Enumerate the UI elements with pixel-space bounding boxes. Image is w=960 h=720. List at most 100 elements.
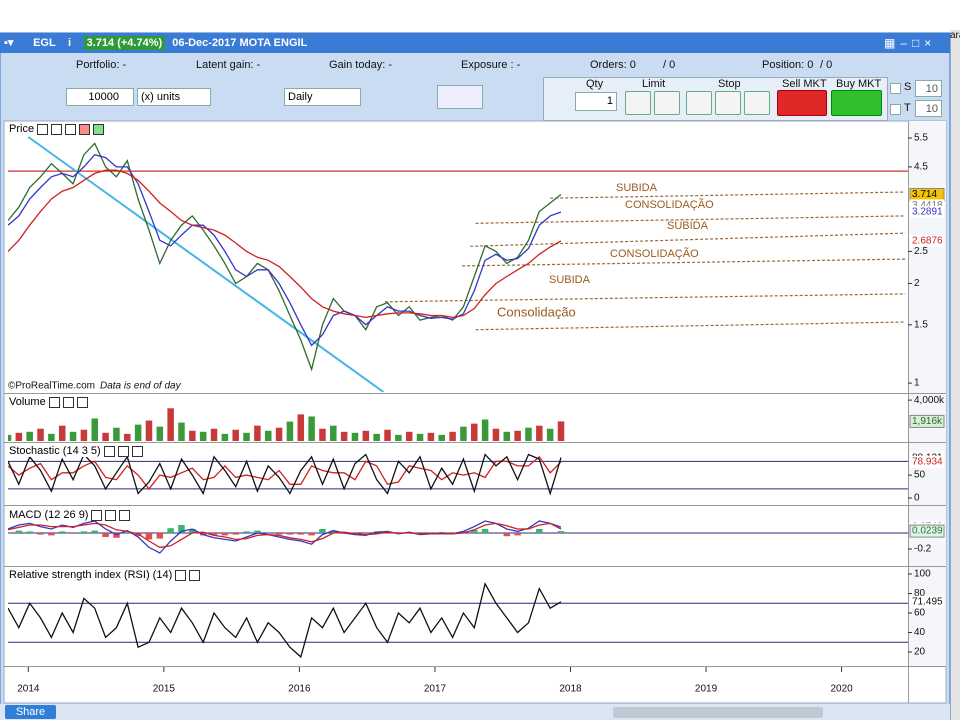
maximize-icon[interactable] bbox=[117, 445, 129, 457]
histogram-bar bbox=[297, 533, 305, 535]
panel-title: Relative strength index (RSI) (14) bbox=[7, 569, 203, 581]
volume-bar bbox=[37, 428, 44, 441]
stop-button[interactable] bbox=[715, 91, 741, 115]
limit-sell-button[interactable] bbox=[654, 91, 680, 115]
close-icon[interactable] bbox=[119, 509, 131, 521]
quote: 3.714 (+4.74%) bbox=[83, 36, 166, 50]
unit-select[interactable]: (x) units bbox=[137, 88, 211, 106]
close-icon[interactable] bbox=[131, 445, 143, 457]
volume-bar bbox=[503, 431, 511, 441]
symbol[interactable]: EGL bbox=[33, 37, 56, 49]
settings-icon[interactable] bbox=[91, 509, 103, 521]
histogram-bar bbox=[232, 533, 239, 535]
up-icon[interactable] bbox=[93, 123, 105, 135]
window-title: 06-Dec-2017 MOTA ENGIL bbox=[172, 37, 308, 49]
histogram-bar bbox=[26, 531, 33, 533]
volume-bar bbox=[91, 418, 98, 441]
volume-bar bbox=[243, 432, 250, 441]
s-input[interactable]: 10 bbox=[915, 80, 942, 97]
trend-line bbox=[550, 191, 906, 199]
panel-title-text: MACD (12 26 9) bbox=[9, 509, 89, 521]
panel-title-text: Volume bbox=[9, 396, 46, 408]
volume-bar bbox=[80, 429, 88, 441]
value-marker bbox=[910, 595, 944, 608]
histogram-bar bbox=[8, 532, 12, 533]
y-tick-label: 4,000k bbox=[914, 395, 945, 406]
panel-title: Volume bbox=[7, 396, 90, 408]
y-tick-label: 5.5 bbox=[914, 133, 928, 144]
settings-icon[interactable] bbox=[103, 445, 115, 457]
edge-text: ara bbox=[950, 30, 960, 41]
menu-icon[interactable]: ▪▾ bbox=[4, 37, 14, 49]
volume-bar bbox=[297, 414, 305, 441]
buy-button[interactable] bbox=[831, 90, 882, 116]
y-tick-label: 4.5 bbox=[914, 162, 928, 173]
maximize-icon[interactable] bbox=[51, 123, 63, 135]
settings-icon[interactable] bbox=[37, 123, 49, 135]
close-icon[interactable] bbox=[76, 396, 88, 408]
y-tick-label: 40 bbox=[914, 627, 926, 638]
histogram-bar bbox=[37, 533, 44, 535]
value-marker-label: 2.6876 bbox=[912, 236, 943, 247]
histogram-bar bbox=[113, 533, 120, 538]
quantity-input[interactable]: 10000 bbox=[66, 88, 134, 106]
histogram-bar bbox=[525, 532, 532, 533]
maximize-icon[interactable] bbox=[62, 396, 74, 408]
period-select[interactable]: Daily bbox=[284, 88, 361, 106]
stop-button[interactable] bbox=[686, 91, 712, 115]
stop-button[interactable] bbox=[744, 91, 770, 115]
t-input[interactable]: 10 bbox=[915, 100, 942, 117]
trend-line bbox=[475, 215, 906, 224]
histogram-bar bbox=[275, 533, 283, 535]
volume-bar bbox=[8, 434, 12, 441]
trend-line bbox=[27, 136, 385, 392]
histogram-bar bbox=[91, 530, 98, 533]
histogram-bar bbox=[48, 533, 55, 536]
settings-icon[interactable] bbox=[48, 396, 60, 408]
indicator-button[interactable] bbox=[437, 85, 483, 109]
value-marker-label: 3.2891 bbox=[912, 207, 943, 218]
histogram-bar bbox=[460, 531, 467, 533]
qty-input[interactable]: 1 bbox=[575, 92, 617, 111]
histogram-bar bbox=[557, 531, 565, 533]
volume-bar bbox=[145, 420, 153, 441]
volume-bar bbox=[427, 432, 435, 441]
x-tick-label: 2019 bbox=[695, 684, 718, 695]
plot bbox=[8, 582, 908, 659]
volume-bar bbox=[167, 408, 174, 441]
checkbox[interactable] bbox=[890, 104, 901, 115]
y-tick-label: 80 bbox=[914, 588, 926, 599]
annotation: CONSOLIDAÇÃO bbox=[610, 247, 699, 260]
annotation: CONSOLIDAÇÃO bbox=[625, 198, 714, 211]
sell-button[interactable] bbox=[777, 90, 827, 116]
x-tick-label: 2015 bbox=[153, 684, 176, 695]
close-icon[interactable] bbox=[189, 569, 201, 581]
value-marker-label: 0.0239 bbox=[912, 526, 943, 537]
stop-label: Stop bbox=[718, 78, 741, 90]
settings-icon[interactable] bbox=[175, 569, 187, 581]
volume-bar bbox=[221, 433, 229, 441]
qty-label: Qty bbox=[586, 78, 604, 90]
down-icon[interactable] bbox=[79, 123, 91, 135]
y-tick-label: 2.5 bbox=[914, 246, 928, 257]
volume-bar bbox=[15, 432, 23, 441]
maximize-icon[interactable] bbox=[105, 509, 117, 521]
scrollbar-thumb[interactable] bbox=[613, 707, 823, 718]
histogram-bar bbox=[503, 533, 511, 537]
volume-bar bbox=[536, 425, 543, 441]
x-tick-label: 2017 bbox=[424, 684, 447, 695]
volume-bar bbox=[26, 431, 33, 441]
volume-bar bbox=[189, 430, 196, 441]
share-button[interactable]: Share bbox=[5, 705, 56, 719]
volume-bar bbox=[362, 430, 370, 441]
limit-buy-button[interactable] bbox=[625, 91, 651, 115]
window-controls[interactable]: ▦–□× bbox=[884, 36, 937, 50]
series-line bbox=[8, 582, 562, 659]
trend-line bbox=[384, 293, 906, 303]
close-icon[interactable] bbox=[65, 123, 77, 135]
trend-line bbox=[475, 321, 906, 331]
info-icon[interactable]: i bbox=[68, 37, 72, 49]
checkbox[interactable] bbox=[890, 83, 901, 94]
histogram-bar bbox=[124, 532, 131, 533]
